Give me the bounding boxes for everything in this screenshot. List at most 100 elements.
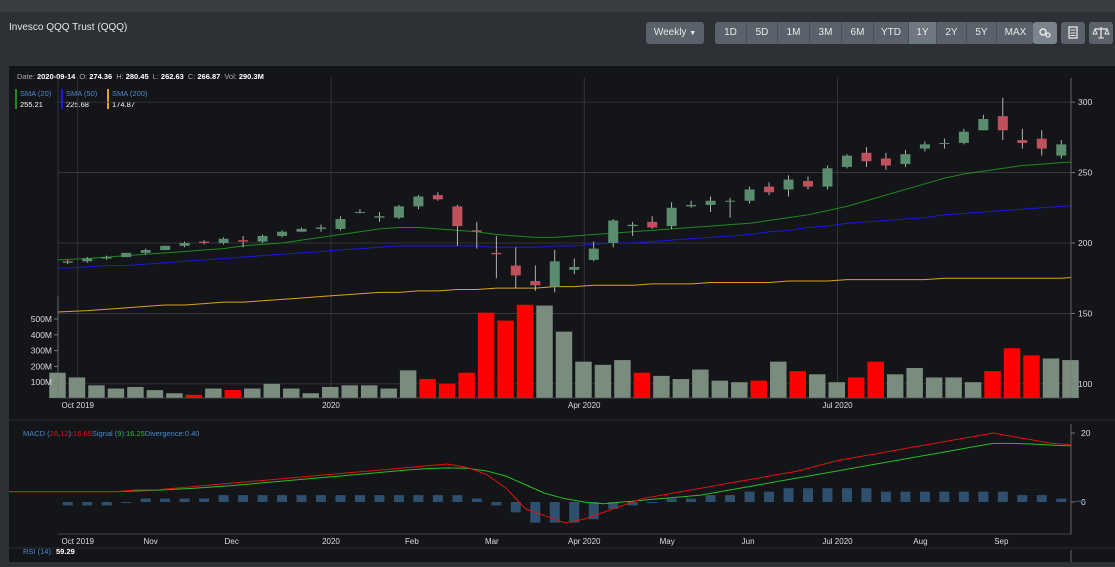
macd-hist-bar bbox=[725, 495, 736, 502]
x-tick-label-top: Apr 2020 bbox=[568, 401, 601, 410]
sma50-line bbox=[57, 205, 1072, 269]
macd-hist-bar bbox=[510, 502, 521, 513]
calculator-icon[interactable] bbox=[1061, 22, 1085, 44]
candle-body bbox=[413, 196, 424, 207]
macd-hist-bar bbox=[277, 495, 288, 502]
info-label-l: L: bbox=[153, 72, 159, 81]
price-tick-label: 200 bbox=[1078, 238, 1092, 248]
macd-hist-bar bbox=[686, 498, 697, 502]
volume-bar bbox=[127, 386, 144, 398]
macd-hist-bar bbox=[1036, 495, 1047, 502]
macd-hist-bar bbox=[101, 502, 112, 506]
macd-hist-bar bbox=[919, 491, 930, 502]
volume-bar bbox=[302, 393, 319, 398]
volume-bar bbox=[536, 305, 553, 398]
candle-body bbox=[160, 245, 171, 251]
volume-bar bbox=[263, 383, 281, 398]
macd-hist-bar bbox=[374, 495, 385, 502]
legend-value-0: 255.21 bbox=[20, 100, 43, 109]
macd-panel: MACD (26, 12): 16.65 Signal (9): 16.25 D… bbox=[9, 419, 1115, 562]
range-button-3m[interactable]: 3M bbox=[810, 22, 842, 44]
macd-hist-bar bbox=[315, 495, 326, 502]
range-button-1d[interactable]: 1D bbox=[715, 22, 747, 44]
range-button-6m[interactable]: 6M bbox=[842, 22, 874, 44]
macd-hist-bar bbox=[199, 498, 210, 502]
candle-body bbox=[432, 195, 443, 200]
candle-body bbox=[725, 200, 736, 202]
macd-hist-bar bbox=[413, 495, 424, 502]
candle-body bbox=[62, 261, 73, 263]
macd-hist-bar bbox=[939, 491, 950, 502]
candle-body bbox=[218, 238, 229, 243]
volume-bar bbox=[360, 385, 378, 398]
macd-hist-bar bbox=[121, 502, 132, 503]
legend-swatch-1 bbox=[61, 89, 63, 109]
volume-bar bbox=[1003, 348, 1021, 398]
candle-body bbox=[1017, 140, 1028, 143]
volume-bar bbox=[692, 369, 709, 398]
macd-x-tick-label: Oct 2019 bbox=[62, 537, 95, 546]
candle-body bbox=[140, 250, 151, 253]
macd-label-part: Divergence: bbox=[145, 429, 185, 438]
volume-tick-label: 100M bbox=[31, 377, 52, 387]
candle-body bbox=[841, 155, 852, 167]
macd-hist-bar bbox=[218, 495, 229, 502]
price-tick-label: 300 bbox=[1078, 97, 1092, 107]
page-title: Invesco QQQ Trust (QQQ) bbox=[9, 22, 128, 33]
rsi-value: 59.29 bbox=[56, 547, 75, 556]
volume-tick-label: 500M bbox=[31, 314, 52, 324]
macd-label-part: 0.40 bbox=[185, 429, 200, 438]
volume-bar bbox=[341, 385, 358, 398]
stock-chart[interactable]: Date: 2020-09-14 O: 274.36 H: 280.45 L: 262.63 C… bbox=[9, 66, 1115, 562]
range-button-5d[interactable]: 5D bbox=[747, 22, 778, 44]
macd-hist-bar bbox=[803, 488, 814, 502]
volume-bar bbox=[770, 361, 787, 398]
candle-body bbox=[744, 189, 755, 201]
macd-hist-bar bbox=[393, 495, 404, 502]
scale-icon[interactable] bbox=[1089, 22, 1113, 44]
candle-body bbox=[199, 241, 210, 243]
range-button-max[interactable]: MAX bbox=[1004, 27, 1027, 38]
x-tick-label-top: 2020 bbox=[322, 401, 340, 410]
range-button-1y[interactable]: 1Y bbox=[909, 22, 937, 44]
candle-body bbox=[978, 119, 989, 131]
volume-bar bbox=[711, 380, 729, 398]
candle-body bbox=[277, 231, 288, 236]
macd-label-part: , bbox=[58, 429, 60, 438]
candle-body bbox=[666, 207, 677, 227]
grid-lines bbox=[57, 78, 1071, 398]
price-tick-label: 100 bbox=[1078, 379, 1092, 389]
volume-bar bbox=[789, 371, 807, 398]
macd-hist-bar bbox=[783, 488, 794, 502]
macd-label-part: 9 bbox=[117, 429, 121, 438]
range-button-ytd[interactable]: YTD bbox=[874, 22, 909, 44]
candle-body bbox=[997, 116, 1008, 131]
macd-hist-bar bbox=[880, 491, 891, 502]
volume-bars bbox=[49, 304, 1079, 398]
candle-body bbox=[764, 186, 775, 193]
chart-area[interactable]: Date: 2020-09-14 O: 274.36 H: 280.45 L: 262.63 C… bbox=[9, 66, 1115, 562]
range-button-2y[interactable]: 2Y bbox=[937, 22, 967, 44]
macd-hist-bar bbox=[1056, 498, 1067, 502]
macd-label-part: 16.25 bbox=[126, 429, 145, 438]
settings-icon[interactable] bbox=[1033, 22, 1057, 44]
axes: 300 250 200 150 100 500M 400M 300M 200M 100M Oct 2… bbox=[31, 78, 1092, 410]
macd-x-tick-label: Nov bbox=[144, 537, 158, 546]
range-button-5y[interactable]: 5Y bbox=[967, 22, 997, 44]
legend-swatch-0 bbox=[15, 89, 17, 109]
candle-body bbox=[393, 206, 404, 218]
volume-bar bbox=[497, 320, 514, 398]
range-button-1m[interactable]: 1M bbox=[778, 22, 810, 44]
candle-body bbox=[880, 158, 891, 166]
macd-hist-bar bbox=[608, 502, 619, 509]
candle-body bbox=[121, 252, 132, 258]
candle-body bbox=[257, 235, 268, 242]
interval-dropdown[interactable]: Weekly ▼ bbox=[646, 22, 704, 44]
info-value-date: 2020-09-14 bbox=[37, 72, 76, 81]
macd-hist-bar bbox=[978, 491, 989, 502]
ohlc-info-line: Date: 2020-09-14 O: 274.36 H: 280.45 L: 262.63 C… bbox=[17, 72, 264, 81]
candle-body bbox=[179, 243, 190, 246]
macd-hist-bar bbox=[296, 495, 307, 502]
macd-hist-bar bbox=[179, 498, 190, 502]
